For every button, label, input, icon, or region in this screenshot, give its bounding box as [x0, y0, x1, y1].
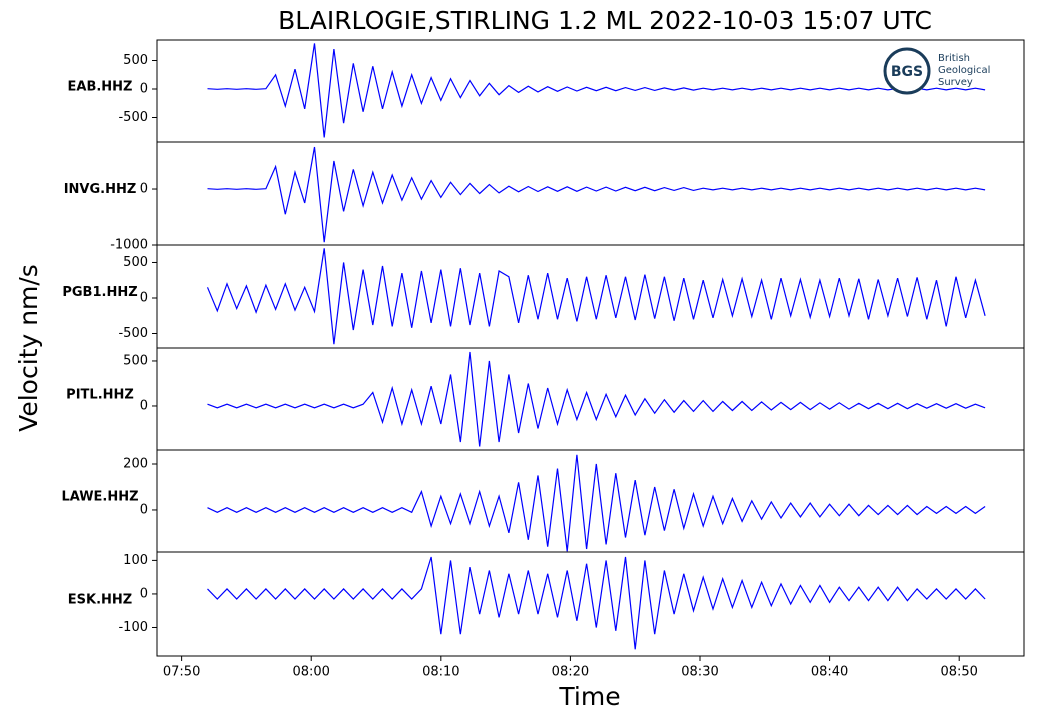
y-tick-label: 0 [140, 398, 148, 413]
logo-text: British [938, 53, 970, 64]
panel-frame [156, 141, 1025, 246]
y-tick-label: 0 [140, 502, 148, 517]
logo-abbr: BGS [891, 64, 923, 80]
trace [207, 351, 986, 447]
y-tick-label: 500 [123, 353, 148, 368]
y-tick-label: 0 [140, 290, 148, 305]
panel-label: EAB.HHZ [68, 80, 133, 95]
trace [207, 556, 986, 650]
y-tick-label: -1000 [110, 238, 148, 253]
panel-label: PITL.HHZ [66, 388, 134, 403]
y-tick-label: 100 [123, 553, 148, 568]
panel-label: LAWE.HHZ [61, 490, 138, 505]
y-tick-label: 0 [140, 182, 148, 197]
x-tick-label: 08:50 [940, 665, 977, 680]
x-tick-label: 08:40 [811, 665, 848, 680]
x-axis-label: Time [558, 682, 620, 711]
x-tick-label: 08:30 [681, 665, 718, 680]
trace [207, 454, 986, 552]
logo: BGS British Geological Survey [883, 47, 990, 95]
panel-frame [156, 449, 1025, 553]
panel-label: PGB1.HHZ [62, 285, 137, 300]
y-tick-label: 200 [123, 457, 148, 472]
y-tick-label: 0 [140, 586, 148, 601]
trace [207, 43, 986, 138]
y-tick-label: -500 [118, 110, 148, 125]
y-tick-label: -100 [118, 620, 148, 635]
panel-label: ESK.HHZ [68, 593, 132, 608]
panel-frame [156, 347, 1025, 451]
logo-text: Survey [938, 77, 973, 88]
y-tick-label: 500 [123, 53, 148, 68]
x-tick-label: 08:10 [422, 665, 459, 680]
logo-ring [883, 47, 931, 95]
trace [206, 248, 986, 345]
chart-title: BLAIRLOGIE,STIRLING 1.2 ML 2022-10-03 15… [278, 6, 932, 35]
x-tick-label: 08:20 [552, 665, 589, 680]
panel-label: INVG.HHZ [64, 182, 137, 197]
x-tick-label: 08:00 [292, 665, 329, 680]
y-tick-label: -500 [118, 326, 148, 341]
x-tick-label: 07:50 [163, 665, 200, 680]
panel-frame [156, 551, 1025, 657]
logo-text: Geological [938, 65, 990, 76]
y-tick-label: 0 [140, 82, 148, 97]
y-tick-label: 500 [123, 255, 148, 270]
trace [207, 146, 986, 243]
y-axis-label: Velocity nm/s [14, 264, 43, 432]
